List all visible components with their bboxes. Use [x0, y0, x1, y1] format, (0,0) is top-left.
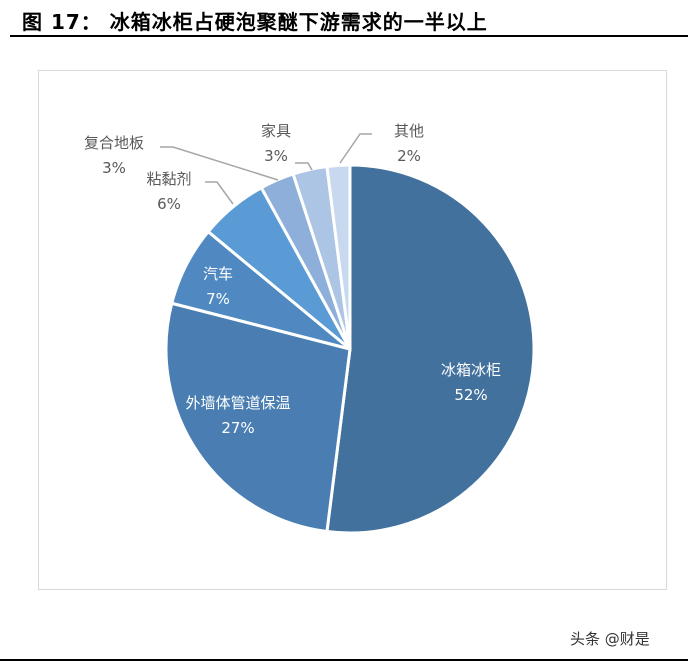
slice-label-4: 复合地板 3% — [83, 134, 145, 177]
pie-slice-外墙体管道保温 — [164, 301, 352, 534]
leader-line-家具 — [295, 162, 313, 171]
slice-label-5: 家具 3% — [260, 122, 292, 165]
slice-label-0: 冰箱冰柜 52% — [440, 361, 502, 404]
bottom-rule — [0, 659, 688, 661]
leader-line-其他 — [339, 133, 372, 164]
chart-frame — [38, 70, 667, 590]
pie-slice-其他 — [325, 163, 352, 350]
title-rule — [10, 35, 688, 37]
slice-label-3: 粘黏剂 6% — [146, 170, 192, 213]
slice-label-1: 外墙体管道保温 27% — [185, 394, 291, 437]
slice-label-6: 其他 2% — [393, 122, 425, 165]
leader-line-粘黏剂 — [205, 181, 234, 205]
figure-title: 图 17： 冰箱冰柜占硬泡聚醚下游需求的一半以上 — [22, 10, 488, 34]
leader-line-复合地板 — [160, 146, 279, 181]
slice-label-2: 汽车 7% — [202, 265, 234, 308]
pie-slice-冰箱冰柜 — [325, 163, 536, 535]
watermark: 头条 @财是 — [570, 630, 650, 648]
